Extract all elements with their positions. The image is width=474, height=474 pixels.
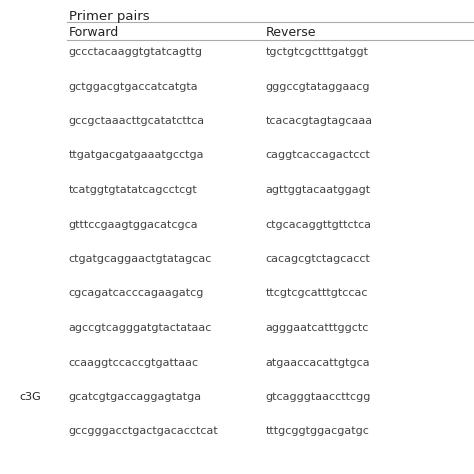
Text: gcatcgtgaccaggagtatga: gcatcgtgaccaggagtatga bbox=[69, 392, 202, 402]
Text: Primer pairs: Primer pairs bbox=[69, 10, 149, 23]
Text: ctgcacaggttgttctca: ctgcacaggttgttctca bbox=[265, 219, 372, 229]
Text: gccgctaaacttgcatatcttca: gccgctaaacttgcatatcttca bbox=[69, 116, 205, 126]
Text: c3G: c3G bbox=[19, 392, 41, 402]
Text: ttcgtcgcatttgtccac: ttcgtcgcatttgtccac bbox=[265, 289, 368, 299]
Text: ctgatgcaggaactgtatagcac: ctgatgcaggaactgtatagcac bbox=[69, 254, 212, 264]
Text: gccctacaaggtgtatcagttg: gccctacaaggtgtatcagttg bbox=[69, 47, 203, 57]
Text: agttggtacaatggagt: agttggtacaatggagt bbox=[265, 185, 371, 195]
Text: cgcagatcacccagaagatcg: cgcagatcacccagaagatcg bbox=[69, 289, 204, 299]
Text: tttgcggtggacgatgc: tttgcggtggacgatgc bbox=[265, 427, 369, 437]
Text: tcatggtgtatatcagcctcgt: tcatggtgtatatcagcctcgt bbox=[69, 185, 198, 195]
Text: caggtcaccagactcct: caggtcaccagactcct bbox=[265, 151, 370, 161]
Text: tcacacgtagtagcaaa: tcacacgtagtagcaaa bbox=[265, 116, 373, 126]
Text: cacagcgtctagcacct: cacagcgtctagcacct bbox=[265, 254, 370, 264]
Text: gtttccgaagtggacatcgca: gtttccgaagtggacatcgca bbox=[69, 219, 198, 229]
Text: agggaatcatttggctc: agggaatcatttggctc bbox=[265, 323, 369, 333]
Text: Reverse: Reverse bbox=[265, 26, 316, 39]
Text: gggccgtataggaacg: gggccgtataggaacg bbox=[265, 82, 370, 91]
Text: gtcagggtaaccttcgg: gtcagggtaaccttcgg bbox=[265, 392, 371, 402]
Text: atgaaccacattgtgca: atgaaccacattgtgca bbox=[265, 357, 370, 367]
Text: Forward: Forward bbox=[69, 26, 119, 39]
Text: ttgatgacgatgaaatgcctga: ttgatgacgatgaaatgcctga bbox=[69, 151, 204, 161]
Text: agccgtcagggatgtactataac: agccgtcagggatgtactataac bbox=[69, 323, 212, 333]
Text: gccgggacctgactgacacctcat: gccgggacctgactgacacctcat bbox=[69, 427, 219, 437]
Text: tgctgtcgctttgatggt: tgctgtcgctttgatggt bbox=[265, 47, 368, 57]
Text: gctggacgtgaccatcatgta: gctggacgtgaccatcatgta bbox=[69, 82, 198, 91]
Text: ccaaggtccaccgtgattaac: ccaaggtccaccgtgattaac bbox=[69, 357, 199, 367]
